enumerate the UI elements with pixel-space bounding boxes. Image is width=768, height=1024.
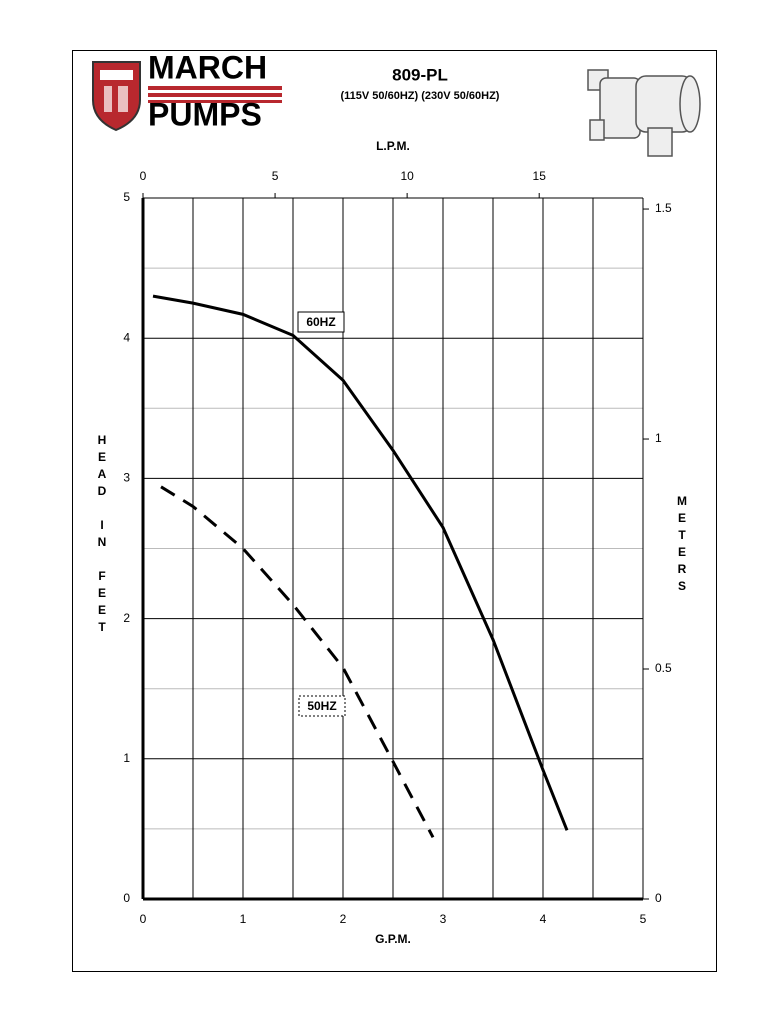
y2-tick-label: 0.5 xyxy=(655,661,672,675)
brand-top: MARCH xyxy=(148,49,267,85)
chart-title: 809-PL xyxy=(392,65,448,84)
x-tick-label: 4 xyxy=(540,912,547,926)
series-label: 60HZ xyxy=(306,315,335,329)
x-axis-label: G.P.M. xyxy=(375,932,411,946)
y-tick-label: 0 xyxy=(123,891,130,905)
series-label: 50HZ xyxy=(307,699,336,713)
x-tick-label: 5 xyxy=(640,912,647,926)
logo xyxy=(92,61,141,132)
x-tick-label: 3 xyxy=(440,912,447,926)
x-tick-label: 0 xyxy=(140,912,147,926)
chart-subtitle: (115V 50/60HZ) (230V 50/60HZ) xyxy=(341,90,500,102)
series-label-box xyxy=(297,311,345,333)
y-tick-label: 1 xyxy=(123,751,130,765)
y2-tick-label: 0 xyxy=(655,891,662,905)
y2-tick-label: 1 xyxy=(655,431,662,445)
x2-tick-label: 0 xyxy=(140,169,147,183)
series-line xyxy=(160,485,435,839)
series-line xyxy=(152,294,569,831)
x-tick-label: 2 xyxy=(340,912,347,926)
series-label-box xyxy=(298,695,346,717)
pump-illustration xyxy=(587,69,701,157)
y2-axis-label: METERS xyxy=(675,494,689,596)
y-tick-label: 2 xyxy=(123,611,130,625)
frame xyxy=(72,50,717,972)
y-tick-label: 4 xyxy=(123,330,130,344)
x2-tick-label: 10 xyxy=(400,169,414,183)
y-axis-label: HEAD IN FEET xyxy=(95,433,109,637)
brand-stripes xyxy=(148,86,282,103)
y-tick-label: 5 xyxy=(123,190,130,204)
y-tick-label: 3 xyxy=(123,471,130,485)
x2-tick-label: 5 xyxy=(272,169,279,183)
x2-axis-label: L.P.M. xyxy=(376,139,410,153)
brand-bottom: PUMPS xyxy=(148,96,262,132)
y2-tick-label: 1.5 xyxy=(655,201,672,215)
x-tick-label: 1 xyxy=(240,912,247,926)
x2-tick-label: 15 xyxy=(533,169,547,183)
